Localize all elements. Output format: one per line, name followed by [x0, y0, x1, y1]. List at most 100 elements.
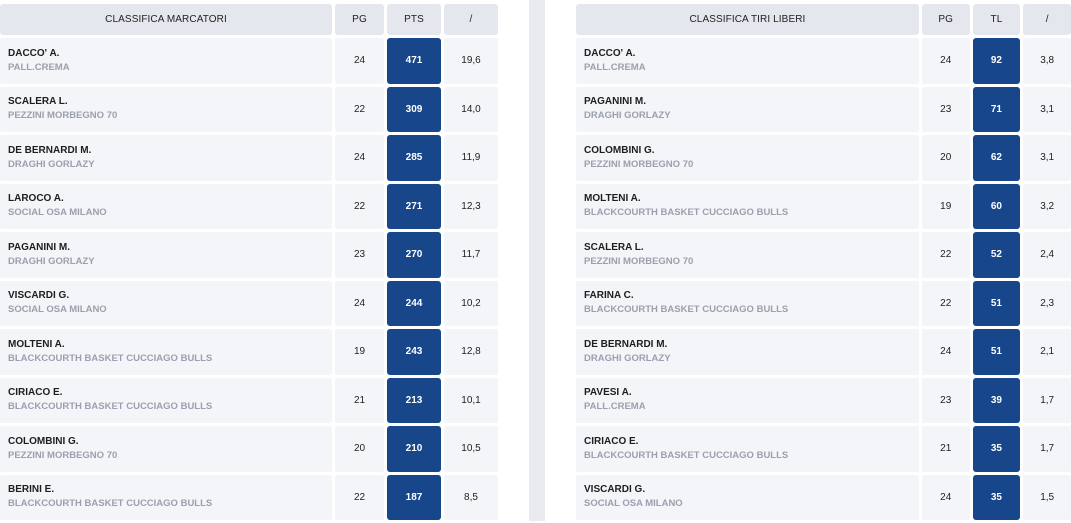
team-name[interactable]: SOCIAL OSA MILANO — [584, 498, 683, 510]
table-row[interactable]: BERINI E. BLACKCOURTH BASKET CUCCIAGO BUL… — [0, 474, 498, 520]
player-cell[interactable]: DE BERNARDI M. DRAGHI GORLAZY — [576, 329, 919, 375]
player-cell[interactable]: MOLTENI A. BLACKCOURTH BASKET CUCCIAGO BU… — [576, 183, 919, 229]
team-name[interactable]: BLACKCOURTH BASKET CUCCIAGO BULLS — [8, 401, 213, 413]
player-name[interactable]: MOLTENI A. — [584, 193, 641, 205]
player-name[interactable]: SCALERA L. — [8, 96, 68, 108]
table-row[interactable]: MOLTENI A. BLACKCOURTH BASKET CUCCIAGO BU… — [0, 329, 498, 375]
table-row[interactable]: COLOMBINI G. PEZZINI MORBEGNO 70 20 210 10,5 — [0, 426, 498, 472]
freethrows-table: CLASSIFICA TIRI LIBERI PG TL / DACCO' A.… — [576, 4, 1071, 523]
player-name[interactable]: DACCO' A. — [584, 47, 636, 59]
games-played-cell: 21 — [921, 426, 970, 472]
stat-average-cell: 3,1 — [1023, 86, 1071, 132]
player-cell[interactable]: CIRIACO E. BLACKCOURTH BASKET CUCCIAGO BU… — [0, 377, 332, 423]
stat-average-cell: 2,4 — [1023, 232, 1071, 278]
player-name[interactable]: DE BERNARDI M. — [584, 338, 668, 350]
column-header-points[interactable]: PTS — [387, 4, 441, 35]
player-name[interactable]: VISCARDI G. — [8, 290, 70, 302]
player-cell[interactable]: CIRIACO E. BLACKCOURTH BASKET CUCCIAGO BU… — [576, 426, 919, 472]
table-row[interactable]: CIRIACO E. BLACKCOURTH BASKET CUCCIAGO BU… — [576, 426, 1071, 472]
team-name[interactable]: PEZZINI MORBEGNO 70 — [8, 449, 118, 461]
column-header-games[interactable]: PG — [921, 4, 970, 35]
team-name[interactable]: BLACKCOURTH BASKET CUCCIAGO BULLS — [8, 498, 213, 510]
player-name[interactable]: SCALERA L. — [584, 241, 644, 253]
team-name[interactable]: PALL.CREMA — [584, 401, 646, 413]
table-row[interactable]: DE BERNARDI M. DRAGHI GORLAZY 24 51 2,1 — [576, 329, 1071, 375]
team-name[interactable]: DRAGHI GORLAZY — [584, 110, 671, 122]
player-name[interactable]: CIRIACO E. — [8, 387, 63, 399]
column-header-freethrows[interactable]: TL — [972, 4, 1021, 35]
player-cell[interactable]: COLOMBINI G. PEZZINI MORBEGNO 70 — [576, 135, 919, 181]
table-row[interactable]: CIRIACO E. BLACKCOURTH BASKET CUCCIAGO BU… — [0, 377, 498, 423]
player-name[interactable]: DE BERNARDI M. — [8, 144, 92, 156]
player-name[interactable]: CIRIACO E. — [584, 435, 639, 447]
player-name[interactable]: PAGANINI M. — [584, 96, 647, 108]
column-header-ranking[interactable]: CLASSIFICA TIRI LIBERI — [576, 4, 919, 35]
table-row[interactable]: DE BERNARDI M. DRAGHI GORLAZY 24 285 11,9 — [0, 135, 498, 181]
table-row[interactable]: PAVESI A. PALL.CREMA 23 39 1,7 — [576, 377, 1071, 423]
table-row[interactable]: PAGANINI M. DRAGHI GORLAZY 23 270 11,7 — [0, 232, 498, 278]
column-header-average[interactable]: / — [1023, 4, 1071, 35]
team-name[interactable]: PALL.CREMA — [584, 61, 646, 73]
team-name[interactable]: PEZZINI MORBEGNO 70 — [584, 255, 694, 267]
table-row[interactable]: VISCARDI G. SOCIAL OSA MILANO 24 35 1,5 — [576, 474, 1071, 520]
player-cell[interactable]: DACCO' A. PALL.CREMA — [576, 38, 919, 84]
table-row[interactable]: DACCO' A. PALL.CREMA 24 92 3,8 — [576, 38, 1071, 84]
player-cell[interactable]: VISCARDI G. SOCIAL OSA MILANO — [0, 280, 332, 326]
player-cell[interactable]: FARINA C. BLACKCOURTH BASKET CUCCIAGO BUL… — [576, 280, 919, 326]
table-row[interactable]: VISCARDI G. SOCIAL OSA MILANO 24 244 10,2 — [0, 280, 498, 326]
player-name[interactable]: PAVESI A. — [584, 387, 632, 399]
games-played-cell: 22 — [335, 183, 384, 229]
player-name[interactable]: VISCARDI G. — [584, 484, 646, 496]
games-played-cell: 22 — [921, 280, 970, 326]
team-name[interactable]: SOCIAL OSA MILANO — [8, 207, 107, 219]
stat-average-cell: 10,5 — [444, 426, 498, 472]
player-cell[interactable]: SCALERA L. PEZZINI MORBEGNO 70 — [0, 86, 332, 132]
column-header-average[interactable]: / — [444, 4, 498, 35]
player-cell[interactable]: PAVESI A. PALL.CREMA — [576, 377, 919, 423]
player-cell[interactable]: MOLTENI A. BLACKCOURTH BASKET CUCCIAGO BU… — [0, 329, 332, 375]
player-name[interactable]: DACCO' A. — [8, 47, 60, 59]
player-name[interactable]: BERINI E. — [8, 484, 55, 496]
player-cell[interactable]: SCALERA L. PEZZINI MORBEGNO 70 — [576, 232, 919, 278]
team-name[interactable]: BLACKCOURTH BASKET CUCCIAGO BULLS — [8, 352, 213, 364]
table-row[interactable]: DACCO' A. PALL.CREMA 24 471 19,6 — [0, 38, 498, 84]
table-row[interactable]: PAGANINI M. DRAGHI GORLAZY 23 71 3,1 — [576, 86, 1071, 132]
player-cell[interactable]: DE BERNARDI M. DRAGHI GORLAZY — [0, 135, 332, 181]
team-name[interactable]: PALL.CREMA — [8, 61, 70, 73]
table-row[interactable]: FARINA C. BLACKCOURTH BASKET CUCCIAGO BUL… — [576, 280, 1071, 326]
player-cell[interactable]: BERINI E. BLACKCOURTH BASKET CUCCIAGO BUL… — [0, 474, 332, 520]
team-name[interactable]: BLACKCOURTH BASKET CUCCIAGO BULLS — [584, 449, 789, 461]
stat-average-cell: 8,5 — [444, 474, 498, 520]
player-cell[interactable]: COLOMBINI G. PEZZINI MORBEGNO 70 — [0, 426, 332, 472]
table-row[interactable]: COLOMBINI G. PEZZINI MORBEGNO 70 20 62 3,1 — [576, 135, 1071, 181]
team-name[interactable]: BLACKCOURTH BASKET CUCCIAGO BULLS — [584, 304, 789, 316]
column-header-ranking[interactable]: CLASSIFICA MARCATORI — [0, 4, 332, 35]
player-cell[interactable]: PAGANINI M. DRAGHI GORLAZY — [0, 232, 332, 278]
team-name[interactable]: DRAGHI GORLAZY — [584, 352, 671, 364]
stat-average-cell: 2,1 — [1023, 329, 1071, 375]
stat-average-cell: 10,1 — [444, 377, 498, 423]
table-row[interactable]: SCALERA L. PEZZINI MORBEGNO 70 22 309 14,0 — [0, 86, 498, 132]
player-cell[interactable]: PAGANINI M. DRAGHI GORLAZY — [576, 86, 919, 132]
team-name[interactable]: PEZZINI MORBEGNO 70 — [8, 110, 118, 122]
table-row[interactable]: LAROCO A. SOCIAL OSA MILANO 22 271 12,3 — [0, 183, 498, 229]
player-cell[interactable]: DACCO' A. PALL.CREMA — [0, 38, 332, 84]
table-row[interactable]: MOLTENI A. BLACKCOURTH BASKET CUCCIAGO BU… — [576, 183, 1071, 229]
stat-average-cell: 19,6 — [444, 38, 498, 84]
player-name[interactable]: COLOMBINI G. — [8, 435, 79, 447]
player-name[interactable]: COLOMBINI G. — [584, 144, 655, 156]
player-name[interactable]: FARINA C. — [584, 290, 634, 302]
team-name[interactable]: DRAGHI GORLAZY — [8, 255, 95, 267]
column-header-games[interactable]: PG — [335, 4, 384, 35]
player-name[interactable]: PAGANINI M. — [8, 241, 71, 253]
team-name[interactable]: BLACKCOURTH BASKET CUCCIAGO BULLS — [584, 207, 789, 219]
player-name[interactable]: MOLTENI A. — [8, 338, 65, 350]
stat-total-cell: 92 — [972, 38, 1021, 84]
player-cell[interactable]: VISCARDI G. SOCIAL OSA MILANO — [576, 474, 919, 520]
player-name[interactable]: LAROCO A. — [8, 193, 64, 205]
team-name[interactable]: DRAGHI GORLAZY — [8, 158, 95, 170]
team-name[interactable]: SOCIAL OSA MILANO — [8, 304, 107, 316]
table-row[interactable]: SCALERA L. PEZZINI MORBEGNO 70 22 52 2,4 — [576, 232, 1071, 278]
team-name[interactable]: PEZZINI MORBEGNO 70 — [584, 158, 694, 170]
player-cell[interactable]: LAROCO A. SOCIAL OSA MILANO — [0, 183, 332, 229]
